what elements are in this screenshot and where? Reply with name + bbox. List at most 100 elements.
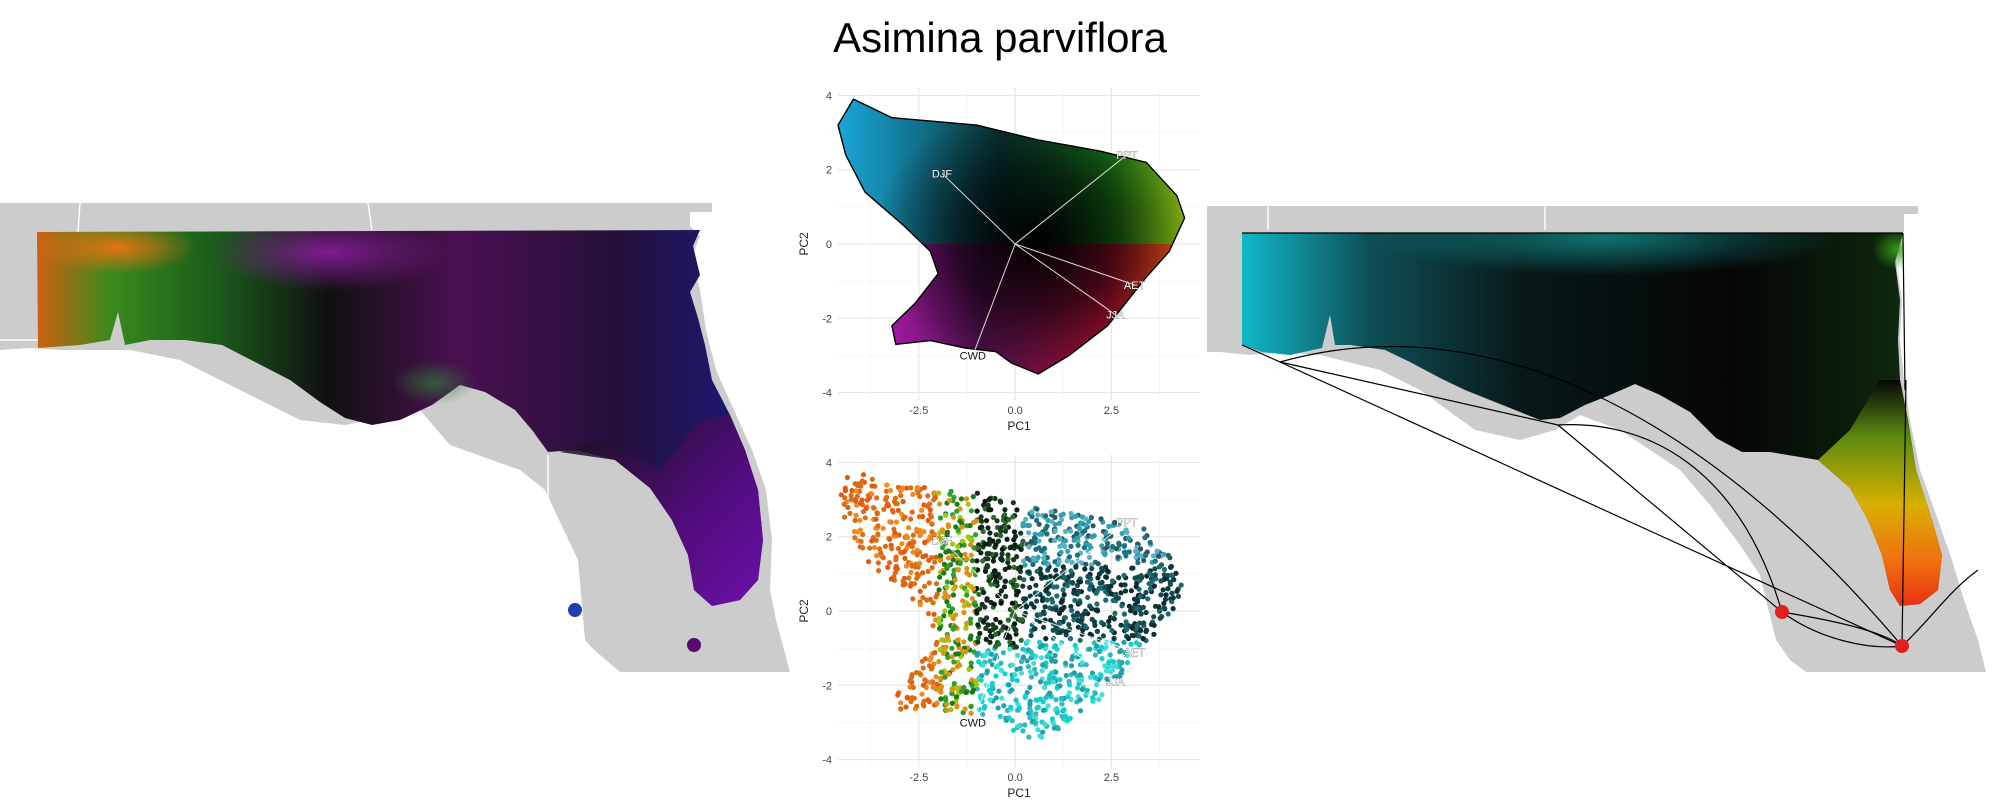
pca-point <box>913 669 920 676</box>
pca-point <box>1042 559 1048 566</box>
pca-point <box>967 522 973 529</box>
pca-point <box>1107 652 1113 658</box>
pca-point <box>984 615 990 621</box>
pca-point <box>927 501 933 507</box>
pca-point <box>887 487 894 494</box>
pca-point <box>1074 530 1080 537</box>
pca-point <box>1014 554 1020 560</box>
pca-point <box>1020 538 1026 544</box>
pca-point <box>1002 528 1009 534</box>
pca-point <box>1113 546 1119 552</box>
pca-point <box>962 706 968 712</box>
pca-point <box>898 700 904 706</box>
pca-point <box>1169 599 1175 605</box>
pca-point <box>949 654 955 660</box>
pca-point <box>882 543 889 550</box>
pca-point <box>1088 562 1095 568</box>
pca-point <box>1084 687 1090 693</box>
pca-point <box>1027 584 1033 591</box>
pca-point <box>948 707 954 713</box>
pca-point <box>934 591 941 597</box>
pca-point <box>955 567 961 573</box>
pca-point <box>1156 604 1162 610</box>
pca-point <box>980 711 986 717</box>
pca-point <box>1092 690 1098 696</box>
pca-point <box>933 674 939 680</box>
pca-point <box>892 495 899 501</box>
pca-point <box>1094 601 1100 607</box>
pca-point <box>860 531 866 538</box>
pca-point <box>950 667 956 673</box>
pca-point <box>852 517 858 524</box>
pca-point <box>950 557 956 563</box>
pca-point <box>919 658 925 664</box>
pca-point <box>1069 607 1075 614</box>
pca-point <box>964 570 970 576</box>
pca-point <box>1037 531 1043 537</box>
pca-point <box>951 659 957 665</box>
pca-point <box>1057 620 1063 627</box>
pca-point <box>1143 627 1150 633</box>
pca-point <box>1006 682 1012 688</box>
pca-point <box>992 544 998 550</box>
pca-point <box>884 494 890 500</box>
pca-point <box>977 606 983 612</box>
pca-point <box>869 538 875 544</box>
pca-point <box>869 476 875 482</box>
pca-point <box>1108 583 1114 589</box>
pca-point <box>921 485 928 491</box>
pca-point <box>863 505 869 512</box>
pca-point <box>1052 528 1058 534</box>
pca-point <box>1118 582 1124 588</box>
pca-point <box>1099 565 1105 571</box>
pca-point <box>970 494 976 500</box>
pca-point <box>987 530 993 536</box>
y-tick-label: 4 <box>826 457 832 469</box>
pca-point <box>1061 574 1067 581</box>
pca-point <box>968 710 974 716</box>
pca-point <box>974 490 981 496</box>
pca-point <box>1057 683 1063 689</box>
pca-point <box>925 611 932 617</box>
pca-point <box>1048 656 1054 662</box>
pca-point <box>1016 723 1022 729</box>
pca-point <box>1053 625 1059 631</box>
pca-point <box>1018 659 1025 665</box>
pca-point <box>969 682 975 689</box>
pca-point <box>1099 543 1105 549</box>
pca-point <box>1020 646 1026 652</box>
pca-gridlines <box>838 455 1200 767</box>
pca-point <box>984 668 990 674</box>
pca-point <box>968 552 974 558</box>
pca-point <box>895 692 901 698</box>
pca-point <box>1009 600 1016 606</box>
pca-point <box>958 496 965 502</box>
pca-point <box>934 700 940 706</box>
pca-point <box>1104 676 1110 682</box>
pca-point <box>1041 610 1047 617</box>
pca-point <box>973 532 979 538</box>
pca-point <box>1161 572 1167 578</box>
pca-point <box>922 677 928 683</box>
pca-point <box>949 541 956 547</box>
pca-point <box>906 525 912 531</box>
pca-point <box>853 488 859 494</box>
pca-point <box>874 495 880 501</box>
pca-point <box>1011 577 1017 583</box>
pca-point <box>990 622 996 628</box>
pca-point <box>1112 610 1118 617</box>
pca-point <box>950 514 957 520</box>
pca-point <box>915 490 921 496</box>
pca-point <box>937 574 943 580</box>
pca-point <box>1157 615 1163 621</box>
pca-point <box>966 602 972 608</box>
pca-point <box>999 551 1005 557</box>
pca-point <box>927 507 933 513</box>
pca-point <box>1132 610 1138 616</box>
pca-point <box>998 600 1004 606</box>
pca-point <box>1071 670 1077 676</box>
pca-point <box>1035 704 1041 710</box>
pca-point <box>1033 582 1039 588</box>
pca-point <box>1091 533 1097 539</box>
pca-point <box>1099 692 1105 698</box>
